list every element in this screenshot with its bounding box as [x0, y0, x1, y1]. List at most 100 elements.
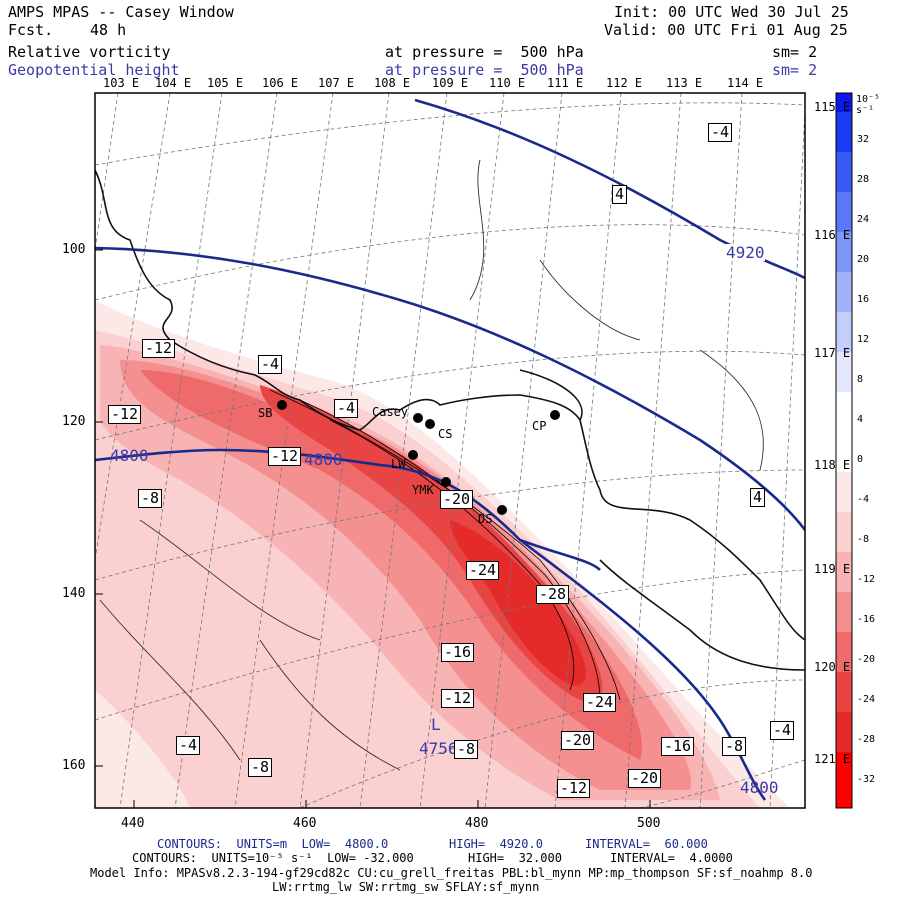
coastline [95, 169, 805, 671]
low-value: 4756 [419, 739, 458, 758]
colorbar-tick: 4 [857, 414, 864, 425]
station-dot [277, 400, 287, 410]
lon-label: 106 E [262, 76, 299, 90]
footer-model-info: Model Info: MPASv8.2.3-194-gf29cd82c CU:… [90, 866, 813, 880]
colorbar-tick: 8 [857, 374, 864, 385]
colorbar-tick: -16 [857, 614, 876, 625]
graticule [95, 93, 805, 808]
lon-label-right: 119 E [814, 562, 851, 576]
y-tick-label: 100 [62, 242, 86, 257]
footer-height-contours: CONTOURS: UNITS=m LOW= 4800.0 [157, 837, 389, 851]
vort-label: -20 [628, 769, 662, 788]
station-dot [425, 419, 435, 429]
vort-label: -12 [142, 339, 176, 358]
vort-shade-20 [140, 370, 642, 760]
lon-label-right: 121 E [814, 752, 851, 766]
station-label-lw: LW [391, 457, 406, 471]
station-label-ymk: YMK [412, 483, 434, 497]
vort-label: -12 [557, 779, 591, 798]
model-title: AMPS MPAS -- Casey Window [8, 3, 234, 21]
colorbar-tick: 16 [857, 294, 870, 305]
colorbar-tick: -12 [857, 574, 876, 585]
lon-label: 109 E [432, 76, 469, 90]
vort-label: -8 [722, 737, 747, 756]
low-marker: L [431, 715, 441, 734]
vort-label: -12 [268, 447, 302, 466]
vort-label: -4 [334, 399, 359, 418]
map-area [95, 93, 805, 808]
vort-label: 4 [612, 185, 628, 204]
lon-label: 105 E [207, 76, 244, 90]
vort-label: -20 [561, 731, 595, 750]
vort-label: -24 [466, 561, 500, 580]
vort-label: -28 [536, 585, 570, 604]
lon-label-right: 116 E [814, 228, 851, 242]
footer-height-high: HIGH= 4920.0 [449, 837, 543, 851]
colorbar-tick: 24 [857, 214, 870, 225]
x-tick-label: 500 [637, 816, 661, 831]
height-label-4800: 4800 [304, 450, 343, 469]
lon-label-right: 118 E [814, 458, 851, 472]
vort-label: -16 [661, 737, 695, 756]
lon-label: 104 E [155, 76, 192, 90]
lon-label: 112 E [606, 76, 643, 90]
height-label-4800: 4800 [110, 446, 149, 465]
field2-level: at pressure = 500 hPa [385, 61, 584, 79]
vort-label: 4 [750, 488, 766, 507]
y-tick-label: 140 [62, 586, 86, 601]
geopotential-contours [95, 98, 805, 801]
terrain-contours [99, 159, 764, 771]
field1-level: at pressure = 500 hPa [385, 43, 584, 61]
colorbar-tick: 20 [857, 254, 870, 265]
field1-name: Relative vorticity [8, 43, 171, 61]
y-tick-label: 120 [62, 414, 86, 429]
station-label-cs: CS [438, 427, 453, 441]
vort-label: -4 [258, 355, 283, 374]
vort-label: -20 [440, 490, 474, 509]
colorbar [835, 92, 853, 809]
x-tick-label: 480 [465, 816, 489, 831]
lon-label-right: 117 E [814, 346, 851, 360]
vort-label: -4 [708, 123, 733, 142]
colorbar-tick: 32 [857, 134, 870, 145]
station-dot [497, 505, 507, 515]
height-label-4920: 4920 [726, 243, 765, 262]
lon-label: 110 E [489, 76, 526, 90]
vorticity-contours [269, 389, 621, 701]
colorbar-tick: -8 [857, 534, 870, 545]
x-tick-label: 460 [293, 816, 317, 831]
colorbar-tick: -4 [857, 494, 870, 505]
colorbar-tick: 28 [857, 174, 870, 185]
axis-ticks [95, 249, 651, 808]
height-label-4800: 4800 [740, 778, 779, 797]
station-dot [550, 410, 560, 420]
colorbar-tick: -28 [857, 734, 876, 745]
station-markers [277, 400, 560, 515]
vort-label: -12 [441, 689, 475, 708]
footer-height-interval: INTERVAL= 60.000 [585, 837, 708, 851]
station-dot [408, 450, 418, 460]
forecast-label: Fcst. [8, 21, 54, 39]
vort-label: -4 [770, 721, 795, 740]
colorbar-tick: 0 [857, 454, 864, 465]
vort-label: -8 [138, 489, 163, 508]
colorbar-tick: -24 [857, 694, 876, 705]
footer-vort-contours: CONTOURS: UNITS=10⁻⁵ s⁻¹ LOW= -32.000 [132, 851, 414, 865]
lon-label: 114 E [727, 76, 764, 90]
lon-label-right: 115 E [814, 100, 851, 114]
field2-smoothing: sm= 2 [772, 61, 818, 79]
lon-label: 108 E [374, 76, 411, 90]
field2-name: Geopotential height [8, 61, 180, 79]
lon-label: 107 E [318, 76, 355, 90]
x-tick-label: 440 [121, 816, 145, 831]
vort-label: -4 [176, 736, 201, 755]
field1-smoothing: sm= 2 [772, 43, 818, 61]
init-time: Init: 00 UTC Wed 30 Jul 25 [614, 3, 849, 21]
vort-label: -8 [454, 740, 479, 759]
station-dot [413, 413, 423, 423]
lon-label: 111 E [547, 76, 584, 90]
colorbar-tick: -20 [857, 654, 876, 665]
station-label-sb: SB [258, 406, 273, 420]
station-label-ds: DS [478, 512, 493, 526]
